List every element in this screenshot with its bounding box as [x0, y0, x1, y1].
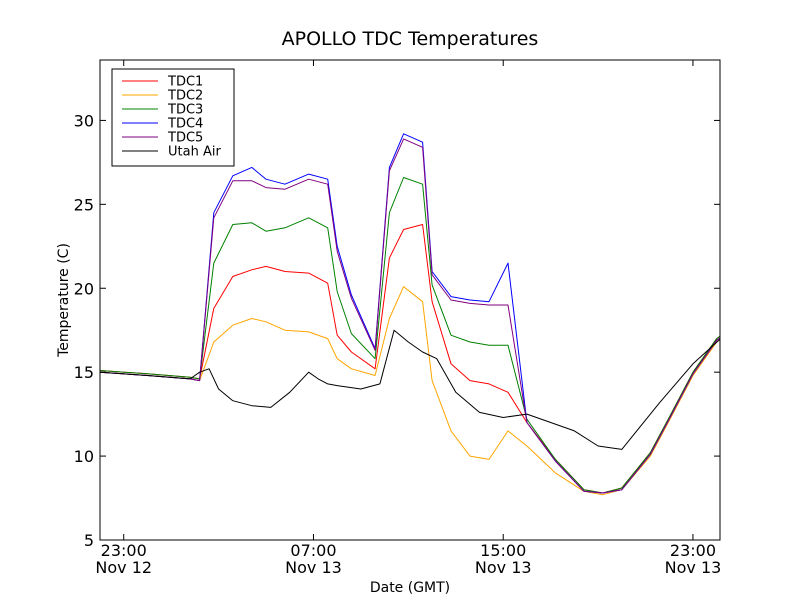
y-tick-label: 20	[74, 279, 94, 298]
x-tick-time-label: 23:00	[670, 541, 716, 560]
plot-frame	[99, 59, 721, 541]
x-tick-time-label: 23:00	[101, 541, 147, 560]
legend-label-tdc1: TDC1	[167, 75, 203, 90]
y-tick-label: 5	[84, 531, 94, 550]
legend-label-utah-air: Utah Air	[168, 145, 221, 160]
legend-label-tdc5: TDC5	[167, 131, 203, 146]
x-tick-date-label: Nov 12	[95, 558, 152, 577]
x-tick-time-label: 15:00	[480, 541, 526, 560]
chart-title: APOLLO TDC Temperatures	[282, 28, 539, 50]
x-tick-time-label: 07:00	[290, 541, 336, 560]
y-tick-label: 25	[74, 195, 94, 214]
legend-label-tdc3: TDC3	[167, 103, 203, 118]
y-tick-label: 10	[74, 447, 94, 466]
x-tick-date-label: Nov 13	[285, 558, 342, 577]
x-axis-label: Date (GMT)	[370, 580, 450, 596]
y-axis-label: Temperature (C)	[56, 243, 72, 358]
legend-label-tdc2: TDC2	[167, 89, 203, 104]
x-tick-date-label: Nov 13	[475, 558, 532, 577]
series-layer	[100, 133, 720, 496]
x-tick-date-label: Nov 13	[665, 558, 722, 577]
series-line-utah-air	[100, 329, 720, 450]
legend-box	[111, 68, 235, 167]
legend-label-tdc4: TDC4	[167, 117, 203, 132]
series-line-tdc5	[100, 138, 720, 494]
y-tick-label: 15	[74, 363, 94, 382]
y-tick-label: 30	[74, 111, 94, 130]
series-line-tdc3	[100, 177, 720, 494]
